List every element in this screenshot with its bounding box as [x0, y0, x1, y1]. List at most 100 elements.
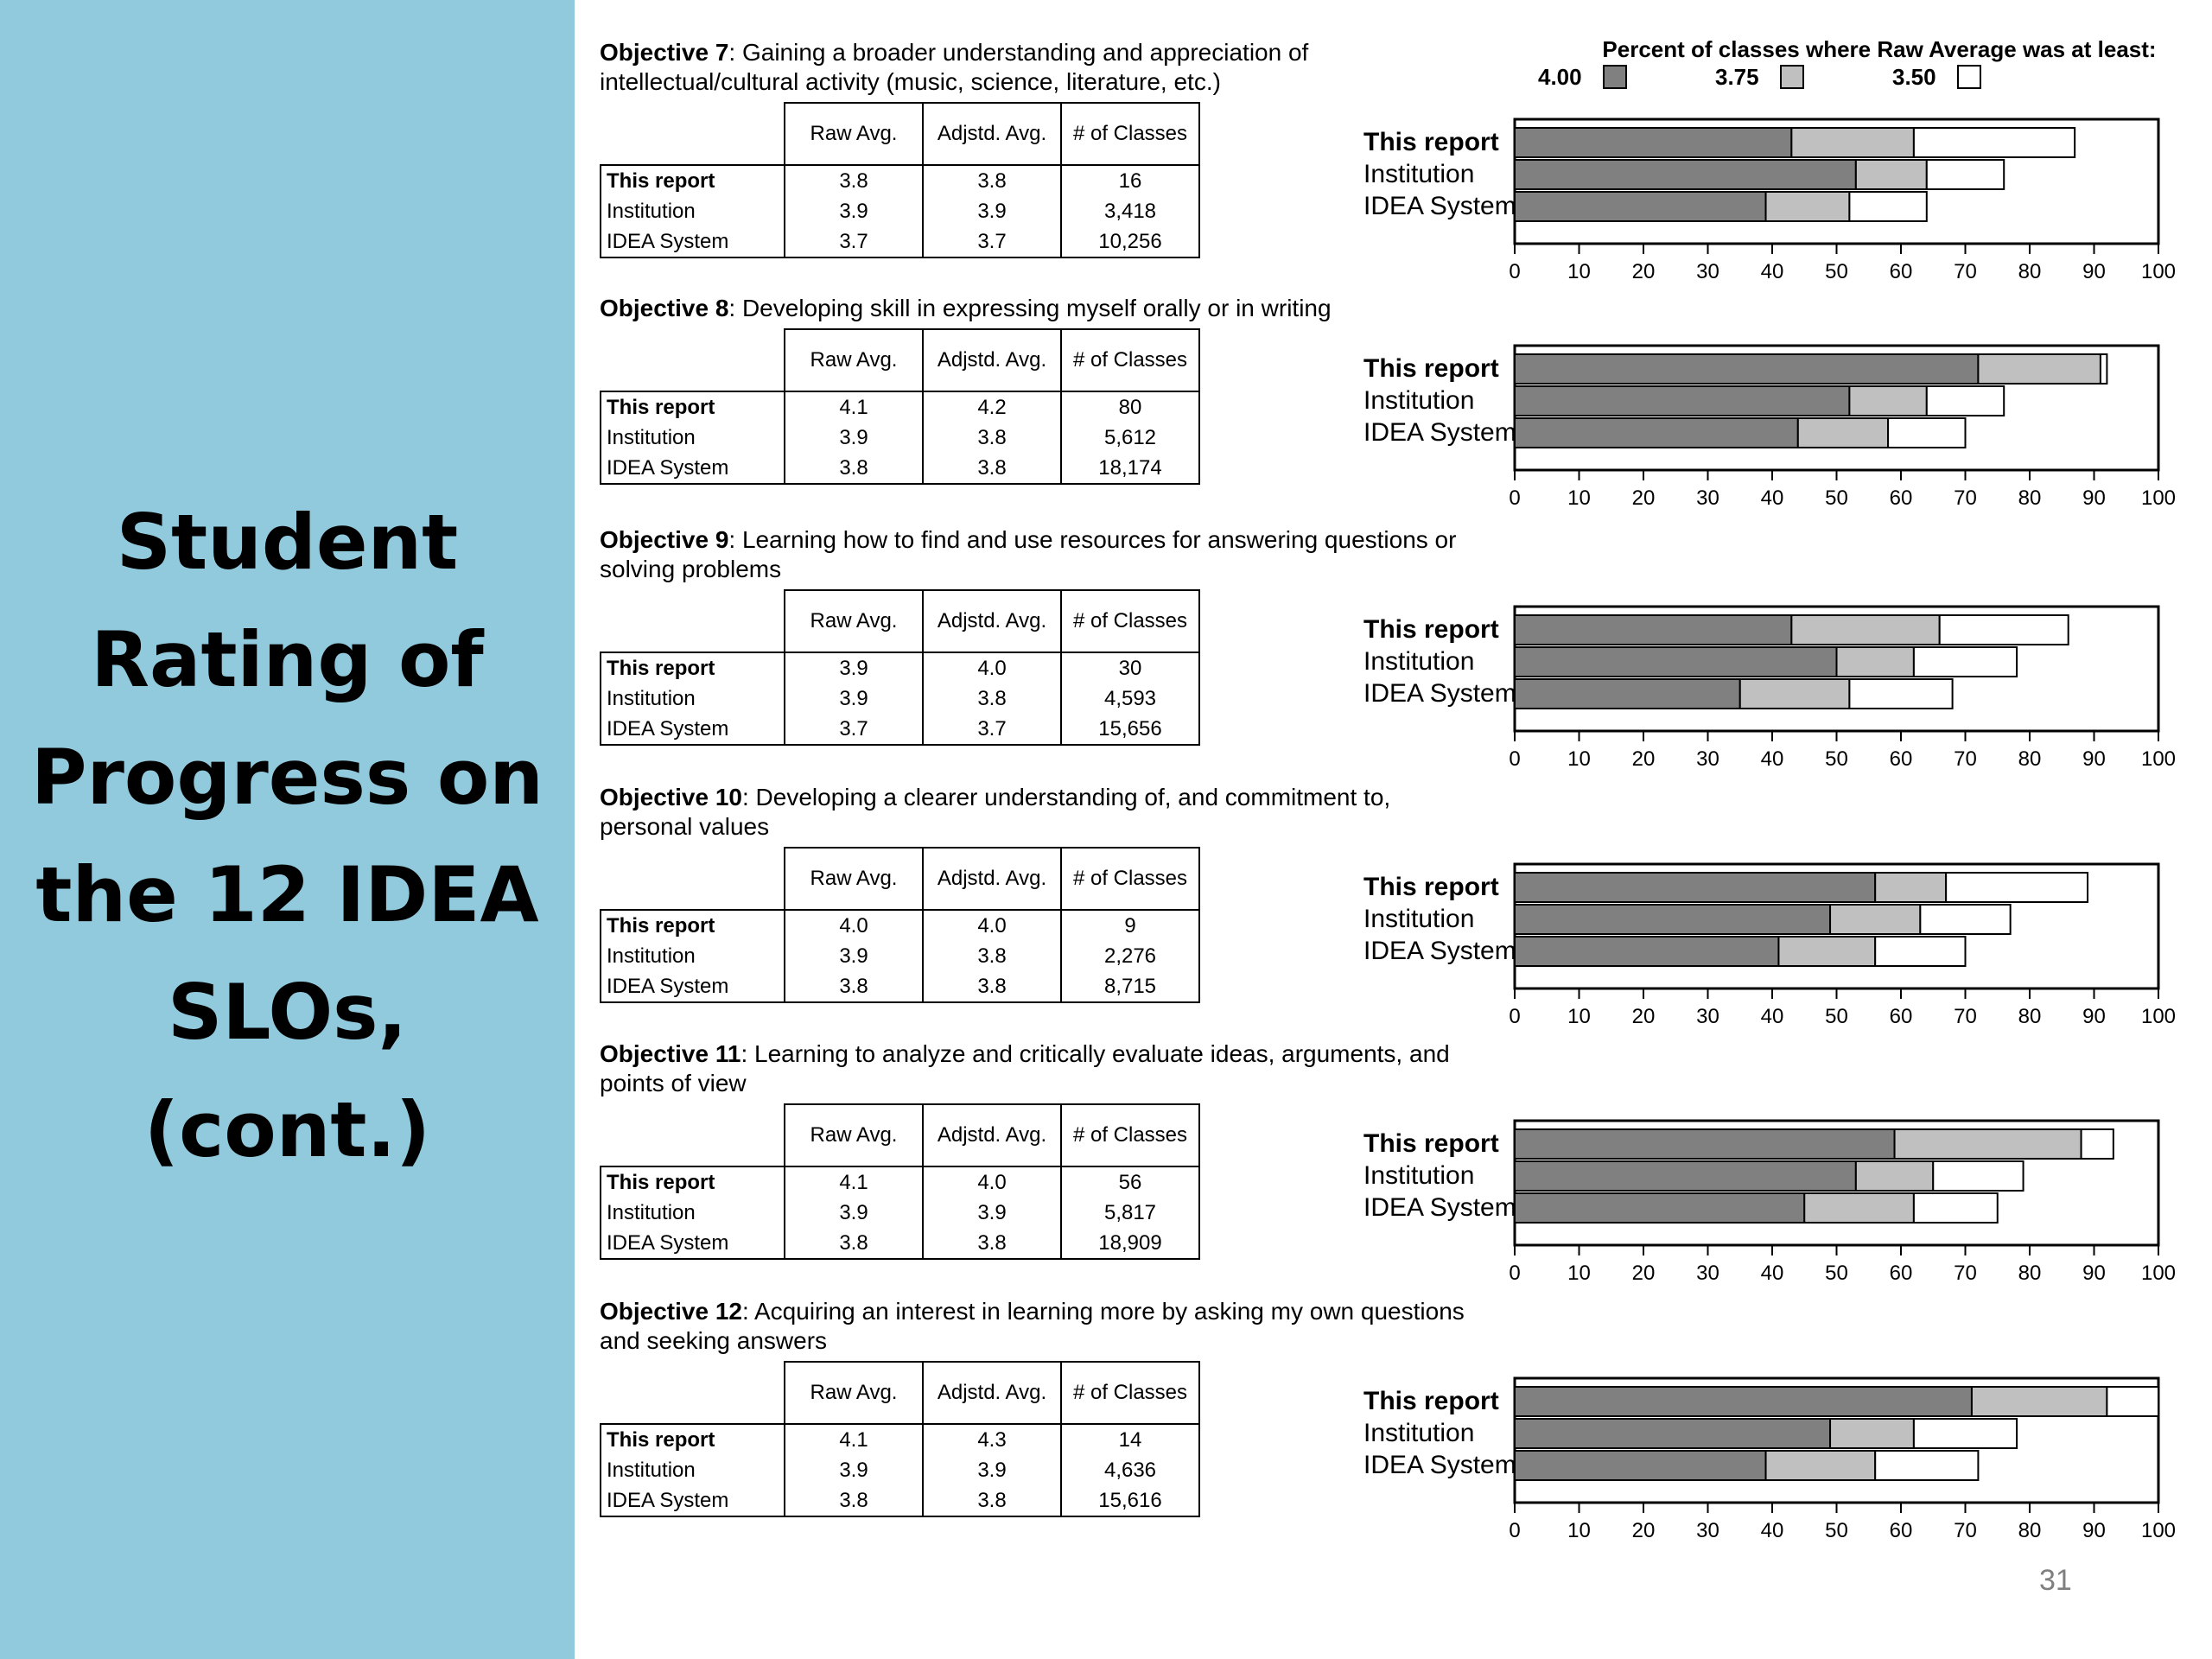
x-tick-label: 30 — [1696, 1262, 1719, 1285]
bar-segment-375 — [1848, 385, 1928, 416]
cell-classes: 80 — [1061, 391, 1200, 423]
row-label: Institution — [600, 941, 785, 971]
bar-segment-375 — [1790, 127, 1915, 158]
x-tick-label: 40 — [1761, 747, 1784, 771]
bar-segment-350 — [1887, 417, 1967, 448]
objective-description: : Learning how to find and use resources… — [600, 526, 1457, 582]
table-header-row: Raw Avg. Adjstd. Avg. # of Classes — [601, 847, 1200, 911]
bar-segment-400 — [1514, 1418, 1832, 1449]
legend-item-3-75: 3.75 — [1715, 62, 1804, 92]
bar-segment-350 — [1919, 904, 2012, 935]
bar-segment-400 — [1514, 191, 1767, 222]
bar-segment-350 — [1938, 614, 2069, 645]
cell-classes: 30 — [1061, 652, 1200, 683]
cell-adj: 3.9 — [923, 196, 1062, 226]
x-tick-label: 40 — [1761, 260, 1784, 283]
x-tick-label: 60 — [1890, 486, 1913, 510]
table-corner — [601, 103, 785, 165]
cell-adj: 4.3 — [923, 1423, 1062, 1455]
objective-description: : Gaining a broader understanding and ap… — [600, 39, 1309, 95]
row-label: This report — [600, 1166, 785, 1198]
slide-title-line: Rating of — [91, 615, 484, 704]
x-tick-label: 10 — [1567, 1005, 1591, 1028]
cell-adj: 3.8 — [923, 1485, 1062, 1517]
table-row: IDEA System 3.8 3.8 15,616 — [600, 1485, 1200, 1517]
cell-classes: 5,817 — [1061, 1198, 1200, 1228]
column-header: # of Classes — [1060, 102, 1200, 166]
bar-segment-400 — [1514, 353, 1980, 385]
bar-chart: This report Institution IDEA System 0 10 20 30… — [1363, 118, 2176, 283]
objective-description: : Developing a clearer understanding of,… — [600, 784, 1391, 840]
column-header: Raw Avg. — [784, 102, 924, 166]
cell-classes: 10,256 — [1061, 226, 1200, 258]
bar-segment-400 — [1514, 159, 1857, 190]
table-corner — [601, 1104, 785, 1166]
bar-segment-400 — [1514, 646, 1838, 677]
objective-number: Objective 8 — [600, 295, 729, 321]
column-header: # of Classes — [1060, 589, 1200, 653]
row-label: IDEA System — [600, 1485, 785, 1517]
cell-classes: 4,636 — [1061, 1455, 1200, 1485]
objective-stats-table: Raw Avg. Adjstd. Avg. # of Classes This rep… — [600, 102, 1200, 258]
bar-segment-350 — [1874, 1450, 1980, 1481]
slide-title-line: Student — [116, 498, 459, 587]
cell-adj: 4.0 — [923, 1166, 1062, 1198]
bar-segment-350 — [1925, 385, 2005, 416]
column-header: # of Classes — [1060, 1361, 1200, 1425]
objective-number: Objective 7 — [600, 39, 729, 66]
x-tick-label: 0 — [1509, 486, 1520, 510]
objective-heading: Objective 12: Acquiring an interest in l… — [600, 1297, 1481, 1356]
bar-row-label: Institution — [1363, 160, 1474, 188]
x-tick-label: 50 — [1825, 747, 1848, 771]
table-header-row: Raw Avg. Adjstd. Avg. # of Classes — [601, 102, 1200, 166]
x-tick-label: 50 — [1825, 1262, 1848, 1285]
bar-segment-350 — [2099, 353, 2108, 385]
x-tick-label: 0 — [1509, 1005, 1520, 1028]
x-tick-label: 70 — [1954, 260, 1977, 283]
objective-stats-table: Raw Avg. Adjstd. Avg. # of Classes This rep… — [600, 328, 1200, 485]
bar-segment-350 — [1912, 1418, 2018, 1449]
cell-classes: 4,593 — [1061, 683, 1200, 714]
bar-segment-375 — [1854, 1160, 1935, 1192]
bar-segment-400 — [1514, 127, 1793, 158]
cell-classes: 16 — [1061, 164, 1200, 196]
table-row: This report 4.1 4.0 56 — [600, 1166, 1200, 1198]
table-row: IDEA System 3.7 3.7 15,656 — [600, 714, 1200, 746]
x-tick-label: 80 — [2018, 1262, 2042, 1285]
table-row: This report 4.0 4.0 9 — [600, 909, 1200, 941]
cell-raw: 3.9 — [785, 652, 924, 683]
cell-raw: 3.8 — [785, 164, 924, 196]
bar-segment-350 — [1848, 678, 1954, 709]
table-row: This report 3.8 3.8 16 — [600, 164, 1200, 196]
row-label: Institution — [600, 1198, 785, 1228]
x-tick-label: 50 — [1825, 1005, 1848, 1028]
bar-segment-375 — [1835, 646, 1915, 677]
cell-classes: 5,612 — [1061, 423, 1200, 453]
table-row: Institution 3.9 3.9 4,636 — [600, 1455, 1200, 1485]
x-tick-label: 80 — [2018, 486, 2042, 510]
cell-adj: 3.7 — [923, 226, 1062, 258]
bar-row-label: Institution — [1363, 647, 1474, 676]
column-header: Adjstd. Avg. — [922, 102, 1062, 166]
cell-classes: 18,174 — [1061, 453, 1200, 485]
x-tick-label: 80 — [2018, 260, 2042, 283]
cell-classes: 56 — [1061, 1166, 1200, 1198]
bar-segment-400 — [1514, 614, 1793, 645]
bar-row-label: This report — [1363, 1129, 1499, 1158]
x-tick-label: 0 — [1509, 260, 1520, 283]
cell-adj: 3.8 — [923, 971, 1062, 1003]
x-tick-label: 90 — [2082, 486, 2106, 510]
x-tick-label: 90 — [2082, 747, 2106, 771]
table-header-row: Raw Avg. Adjstd. Avg. # of Classes — [601, 1361, 1200, 1425]
cell-raw: 4.1 — [785, 1423, 924, 1455]
bar-segment-400 — [1514, 936, 1780, 967]
bar-segment-400 — [1514, 1128, 1896, 1160]
cell-classes: 15,656 — [1061, 714, 1200, 746]
bar-chart: This report Institution IDEA System 0 10 20 30… — [1363, 344, 2176, 510]
x-tick-label: 90 — [2082, 1005, 2106, 1028]
table-header-row: Raw Avg. Adjstd. Avg. # of Classes — [601, 328, 1200, 392]
slide-title-line: the 12 IDEA — [35, 850, 539, 939]
row-label: This report — [600, 909, 785, 941]
cell-raw: 3.8 — [785, 971, 924, 1003]
row-label: IDEA System — [600, 1228, 785, 1260]
